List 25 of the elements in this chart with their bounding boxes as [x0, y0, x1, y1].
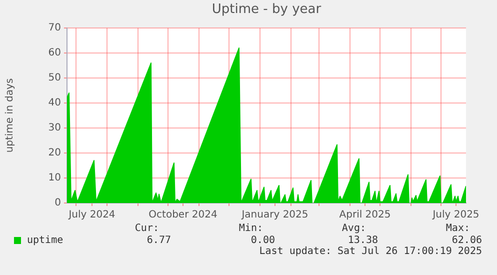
text: Avg: — [342, 223, 366, 234]
y-axis-title: uptime in days — [4, 78, 16, 153]
y-tick-label: 30 — [48, 122, 61, 134]
x-tick-label: October 2024 — [148, 210, 218, 221]
x-tick-label: July 2025 — [432, 210, 480, 221]
text: Min: — [238, 223, 263, 234]
text: Last update: Sat Jul 26 17:00:19 2025 — [259, 246, 482, 257]
x-tick-label: January 2025 — [240, 210, 308, 221]
text: Max: — [446, 223, 470, 234]
x-tick-label: July 2024 — [68, 210, 116, 221]
y-tick-label: 60 — [48, 48, 61, 59]
y-tick-label: 70 — [48, 22, 61, 34]
y-tick-label: 10 — [48, 172, 61, 184]
y-tick-label: 20 — [48, 148, 61, 159]
text: 0.00 — [250, 235, 275, 246]
y-tick-label: 0 — [54, 198, 61, 209]
text: Cur: — [134, 223, 159, 234]
y-tick-label: 40 — [48, 98, 61, 109]
legend-label: uptime — [27, 235, 64, 246]
chart-title: Uptime - by year — [210, 2, 322, 17]
text: 6.77 — [146, 235, 171, 246]
text: 13.38 — [348, 235, 378, 246]
y-tick-label: 50 — [48, 72, 61, 84]
text: 62.06 — [452, 235, 482, 246]
x-tick-label: April 2025 — [339, 210, 391, 221]
